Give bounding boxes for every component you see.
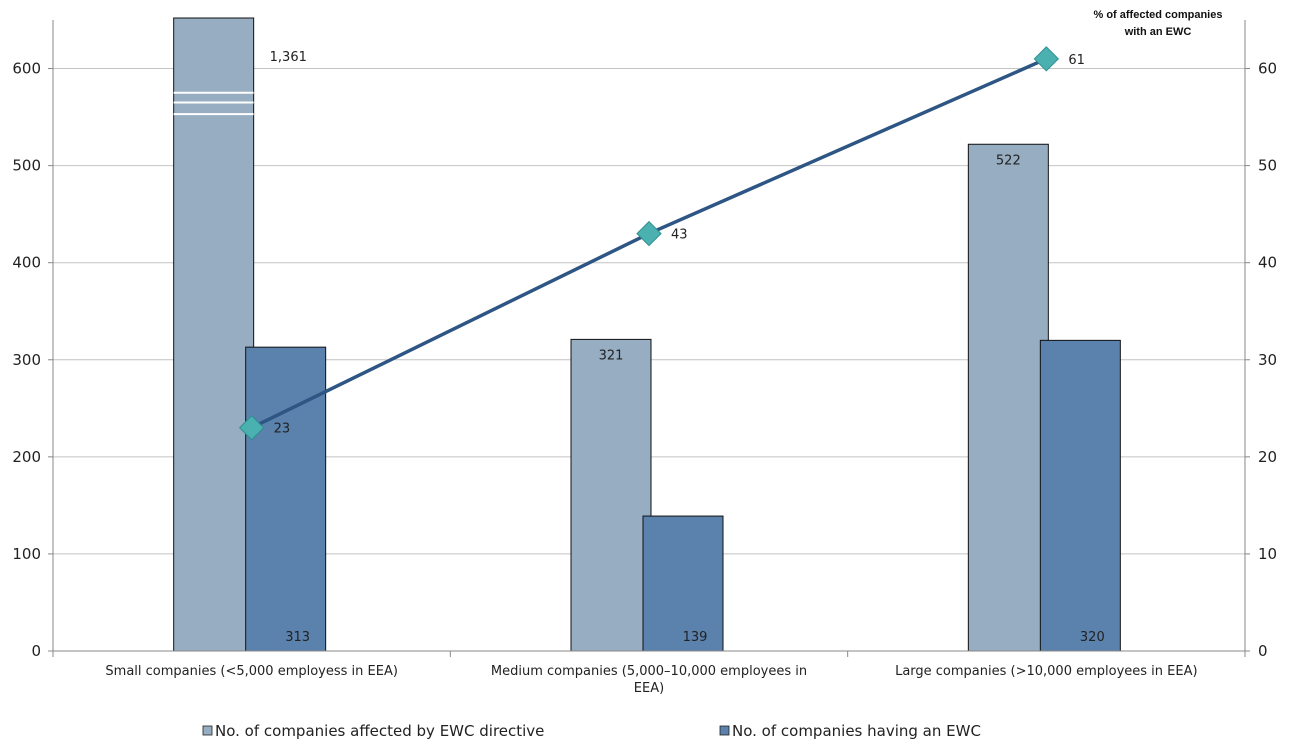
line-marker [238, 415, 265, 441]
bar-affected [173, 17, 255, 652]
bar-data-label: 320 [1080, 630, 1105, 645]
legend: No. of companies affected by EWC directi… [202, 722, 981, 740]
left-tick-label: 200 [12, 448, 41, 466]
category-label: EEA) [634, 681, 664, 696]
bars [173, 17, 1121, 652]
right-tick-label: 10 [1258, 545, 1277, 563]
bar-having-ewc [1039, 339, 1121, 652]
right-tick-label: 60 [1258, 60, 1277, 78]
line-data-label: 43 [671, 228, 688, 243]
line-data-label: 23 [274, 422, 291, 437]
left-tick-label: 400 [12, 254, 41, 272]
legend-swatch [719, 725, 730, 736]
left-tick-label: 500 [12, 157, 41, 175]
category-label: Large companies (>10,000 employees in EE… [895, 664, 1197, 679]
left-tick-label: 600 [12, 60, 41, 78]
bar-data-label: 522 [996, 153, 1021, 168]
line-marker [636, 220, 662, 247]
data-labels: 1,361 313 321 139 522 320 23 43 61 [270, 50, 1105, 645]
bar-data-label: 321 [599, 348, 624, 363]
line-series [238, 46, 1060, 441]
right-tick-label: 0 [1258, 642, 1268, 660]
right-tick-label: 30 [1258, 351, 1277, 369]
legend-swatch [202, 725, 213, 736]
legend-item: No. of companies having an EWC [719, 722, 981, 740]
legend-item: No. of companies affected by EWC directi… [202, 722, 544, 740]
left-tick-label: 0 [31, 642, 41, 660]
left-tick-label: 300 [12, 351, 41, 369]
line-marker [1033, 46, 1060, 72]
category-label: Small companies (<5,000 employess in EEA… [105, 664, 398, 679]
right-tick-label: 40 [1258, 254, 1277, 272]
bar-data-label: 139 [683, 630, 708, 645]
right-tick-label: 20 [1258, 448, 1277, 466]
right-axis-title-line: with an EWC [1124, 26, 1192, 38]
bar-affected [570, 338, 652, 652]
legend-label: No. of companies having an EWC [732, 722, 981, 740]
bar-having-ewc [642, 515, 724, 652]
left-tick-label: 100 [12, 545, 41, 563]
right-tick-label: 50 [1258, 157, 1277, 175]
right-axis-title: % of affected companies with an EWC [1094, 9, 1223, 38]
category-labels: Small companies (<5,000 employess in EEA… [105, 664, 1197, 696]
line-data-label: 61 [1068, 53, 1085, 68]
bar-affected [967, 143, 1049, 652]
category-label: Medium companies (5,000–10,000 employees… [491, 664, 807, 679]
legend-label: No. of companies affected by EWC directi… [215, 722, 544, 740]
right-axis-title-line: % of affected companies [1094, 9, 1223, 21]
axes: 0 100 200 300 400 500 600 0 10 20 30 40 50 60 [12, 20, 1277, 660]
bar-having-ewc [245, 346, 327, 652]
bar-data-label: 1,361 [270, 50, 307, 65]
bar-data-label: 313 [285, 630, 310, 645]
